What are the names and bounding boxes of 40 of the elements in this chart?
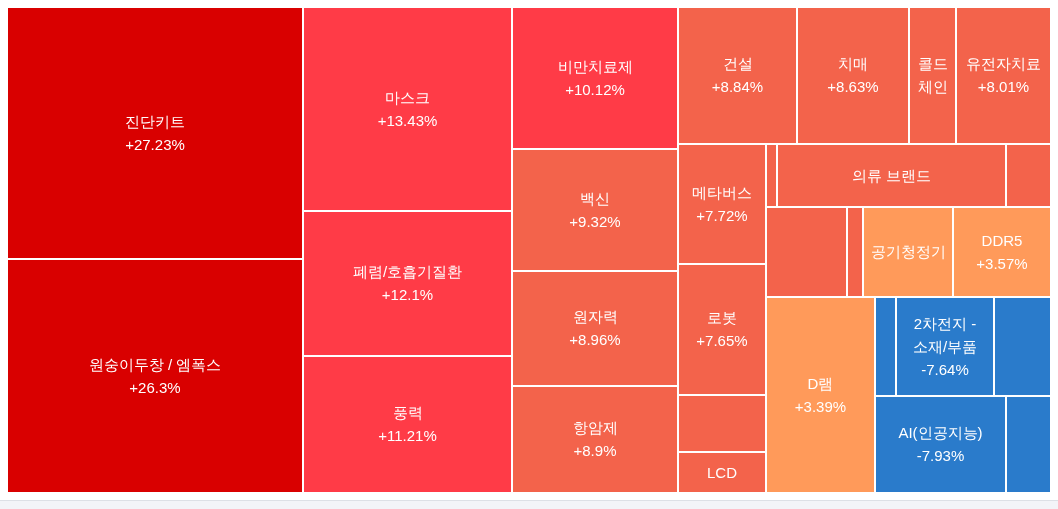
- data-label: +9.32%: [569, 212, 621, 230]
- category-label: LCD: [706, 463, 738, 481]
- data-label: +7.65%: [696, 332, 748, 350]
- category-label: 백신: [580, 189, 610, 207]
- category-label: D램: [807, 374, 834, 392]
- data-label: +8.96%: [569, 331, 621, 349]
- category-label: 진단키트: [125, 112, 185, 130]
- data-label: +7.72%: [696, 206, 748, 224]
- data-label: +11.21%: [378, 427, 437, 445]
- category-label: 원자력: [572, 308, 618, 326]
- category-label: 의류 브랜드: [851, 166, 932, 184]
- data-label: -7.93%: [916, 447, 965, 465]
- data-label: +12.1%: [381, 286, 434, 304]
- category-label: 풍력: [392, 404, 423, 422]
- data-label: +8.9%: [573, 442, 617, 460]
- category-label: 비만치료제: [557, 57, 633, 75]
- data-label: +27.23%: [125, 135, 185, 153]
- category-label: 치매: [838, 55, 868, 73]
- data-label: +3.39%: [794, 397, 847, 415]
- category-label: 마스크: [385, 88, 430, 106]
- category-label: 콜드체인: [917, 55, 948, 96]
- category-label: AI(인공지능): [898, 424, 983, 442]
- category-label: 건설: [722, 55, 753, 73]
- category-label: 2차전지 - 소재/부품: [912, 314, 978, 355]
- data-label: -7.64%: [921, 360, 969, 378]
- category-label: 공기청정기: [870, 243, 946, 261]
- data-label: +26.3%: [129, 378, 181, 396]
- data-label: +3.57%: [976, 254, 1028, 272]
- category-label: 폐렴/호흡기질환: [352, 263, 463, 281]
- data-label: +13.43%: [377, 111, 438, 129]
- category-label: 로봇: [707, 309, 737, 327]
- data-label: +10.12%: [565, 80, 625, 98]
- category-label: 원숭이두창 / 엠폭스: [88, 355, 222, 373]
- category-label: 메타버스: [692, 183, 752, 201]
- category-label: 항암제: [572, 419, 618, 437]
- category-label: 유전자치료: [966, 55, 1041, 73]
- data-label: +8.84%: [711, 78, 764, 96]
- data-label: +8.01%: [977, 78, 1030, 96]
- data-label: +8.63%: [827, 78, 879, 96]
- category-label: DDR5: [981, 231, 1023, 249]
